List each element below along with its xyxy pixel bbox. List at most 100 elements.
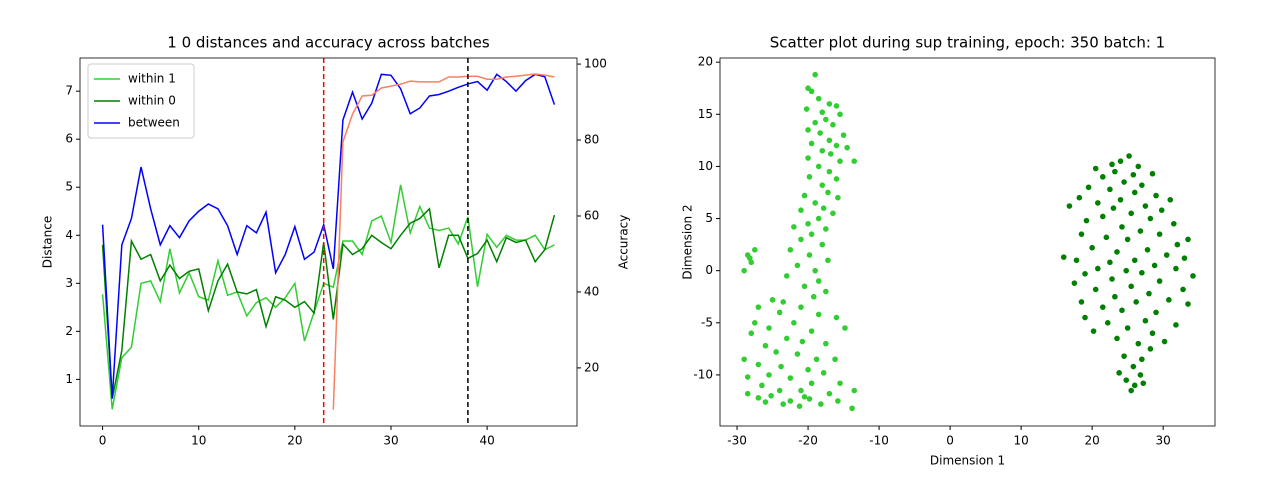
- scatter-point: [815, 278, 822, 284]
- scatter-point: [801, 283, 808, 290]
- scatter-point: [1130, 363, 1137, 370]
- scatter-point: [808, 88, 815, 95]
- scatter-point: [1153, 309, 1159, 316]
- scatter-point: [844, 144, 850, 151]
- y-tick-label: -5: [701, 315, 713, 329]
- scatter-point: [1078, 231, 1085, 237]
- scatter-point: [1156, 278, 1163, 284]
- scatter-point: [1124, 236, 1131, 243]
- scatter-point: [751, 319, 758, 326]
- scatter-point: [769, 297, 776, 303]
- scatter-point: [1107, 259, 1113, 266]
- scatter-point: [825, 257, 831, 264]
- scatter-point: [833, 314, 840, 321]
- scatter-point: [1156, 231, 1163, 237]
- scatter-point: [1114, 335, 1120, 342]
- scatter-point: [776, 387, 783, 394]
- plot-frame: [79, 57, 578, 427]
- scatter-point: [1153, 192, 1159, 199]
- scatter-point: [826, 137, 833, 144]
- scatter-point: [798, 207, 804, 214]
- scatter-point: [1142, 203, 1149, 209]
- y-tick-label: -10: [693, 367, 713, 381]
- plot-frame: [719, 57, 1216, 427]
- scatter-point: [1131, 257, 1138, 264]
- y-tick-label: 5: [65, 180, 73, 194]
- line-series: [101, 73, 556, 399]
- scatter-point: [1139, 356, 1145, 363]
- scatter-point: [1121, 353, 1127, 359]
- line-series: [101, 207, 556, 399]
- scatter-point: [837, 111, 843, 118]
- x-tick-label: -30: [727, 434, 747, 448]
- scatter-point: [823, 288, 829, 295]
- scatter-point: [817, 130, 823, 136]
- scatter-point: [1139, 269, 1145, 276]
- scatter-point: [818, 401, 824, 407]
- scatter-point: [747, 255, 753, 261]
- scatter-point: [805, 220, 811, 227]
- scatter-point: [787, 398, 794, 404]
- scatter-point: [1112, 168, 1118, 175]
- y-axis-label: Distance: [41, 216, 55, 268]
- line-series: [332, 73, 555, 410]
- scatter-point: [768, 392, 774, 399]
- scatter-point: [806, 252, 813, 258]
- scatter-point: [1124, 325, 1131, 331]
- scatter-point: [1142, 317, 1149, 324]
- scatter-point: [1107, 186, 1113, 193]
- scatter-point: [819, 109, 826, 116]
- scatter-point: [748, 330, 755, 337]
- scatter-point: [820, 205, 827, 211]
- y-tick-label: 6: [65, 132, 73, 146]
- scatter-point: [826, 168, 833, 175]
- scatter-point: [1095, 265, 1101, 272]
- scatter-point: [1073, 257, 1080, 264]
- x-tick-label: 0: [99, 434, 107, 448]
- scatter-point: [837, 380, 843, 387]
- scatter-point: [778, 363, 784, 370]
- y-tick-label: 20: [698, 55, 713, 69]
- y2-tick-label: 100: [584, 57, 607, 71]
- scatter-point: [794, 351, 801, 357]
- y2-axis-label: Accuracy: [617, 215, 631, 270]
- scatter-point: [791, 319, 797, 326]
- scatter-point: [1082, 314, 1088, 321]
- scatter-point: [755, 304, 762, 310]
- scatter-point: [833, 103, 840, 109]
- scatter-point: [1090, 328, 1097, 334]
- scatter-point: [1110, 205, 1117, 211]
- scatter-point: [783, 335, 790, 342]
- scatter-point: [1151, 262, 1158, 269]
- scatter-point: [1144, 247, 1151, 253]
- scatter-point: [1103, 234, 1110, 241]
- scatter-point: [1116, 370, 1122, 376]
- scatter-point: [766, 372, 772, 378]
- scatter-point: [1137, 372, 1144, 378]
- y-tick-label: 10: [698, 159, 713, 173]
- scatter-point: [1121, 179, 1127, 185]
- scatter-point: [826, 390, 833, 397]
- y-tick-label: 15: [698, 107, 713, 121]
- legend-label: within 1: [128, 72, 176, 86]
- scatter-point: [1149, 170, 1156, 177]
- scatter-point: [815, 163, 822, 170]
- scatter-point: [1123, 267, 1130, 274]
- scatter-point: [1173, 265, 1179, 272]
- y-tick-label: 4: [65, 228, 73, 242]
- scatter-point: [1117, 196, 1124, 203]
- scatter-point: [820, 370, 827, 376]
- scatter-point: [1185, 236, 1191, 243]
- scatter-point: [1085, 184, 1092, 191]
- scatter-point: [832, 356, 838, 363]
- scatter-point: [805, 155, 811, 161]
- scatter-point: [1166, 297, 1172, 303]
- legend-label: within 0: [128, 94, 176, 108]
- scatter-point: [1083, 217, 1090, 224]
- scatter-point: [823, 116, 829, 123]
- y-axis-label: Dimension 2: [681, 204, 695, 279]
- scatter-point: [1185, 301, 1191, 307]
- scatter-point: [759, 382, 765, 389]
- scatter-point: [1133, 299, 1139, 305]
